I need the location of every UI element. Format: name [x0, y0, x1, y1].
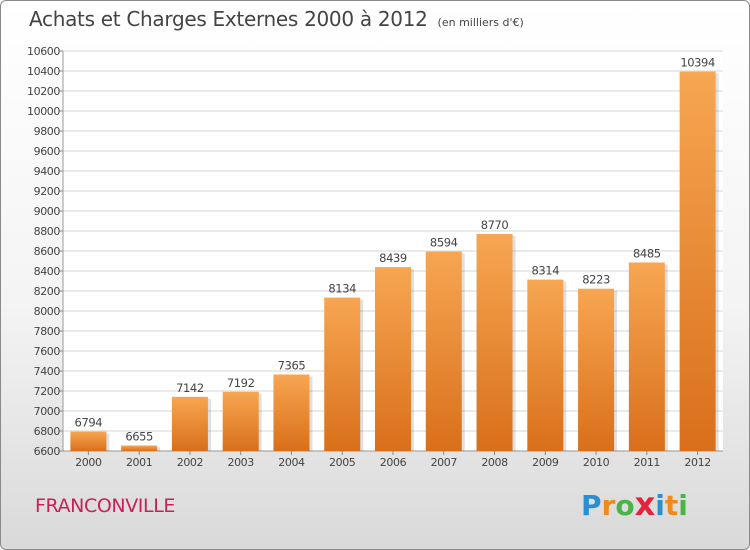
data-label-2006: 8439 — [379, 251, 407, 265]
logo-letter: i — [655, 489, 665, 522]
x-tick-label-2009: 2009 — [532, 456, 559, 469]
y-tick-label: 9400 — [34, 165, 61, 178]
y-tick-label: 8800 — [34, 225, 61, 238]
y-tick-label: 7200 — [34, 385, 61, 398]
y-tick-label: 7800 — [34, 325, 61, 338]
bar-2003 — [222, 391, 259, 451]
data-label-2001: 6655 — [125, 430, 153, 444]
x-tick-label-2004: 2004 — [278, 456, 305, 469]
data-label-2000: 6794 — [75, 416, 103, 430]
y-tick-label: 6600 — [34, 445, 61, 458]
y-tick-label: 6800 — [34, 425, 61, 438]
y-tick-label: 9200 — [34, 185, 61, 198]
bar-2004 — [273, 374, 310, 451]
bar-2002 — [171, 396, 208, 451]
y-tick-label: 10600 — [27, 45, 60, 58]
x-tick-label-2005: 2005 — [329, 456, 356, 469]
y-tick-label: 9800 — [34, 125, 61, 138]
x-tick-label-2001: 2001 — [126, 456, 152, 469]
data-label-2012: 10394 — [680, 56, 715, 70]
x-tick-label-2000: 2000 — [75, 456, 102, 469]
bar-2007 — [425, 251, 462, 451]
x-tick-label-2007: 2007 — [431, 456, 458, 469]
data-label-2009: 8314 — [531, 264, 559, 278]
x-tick-label-2011: 2011 — [634, 456, 660, 469]
y-tick-label: 8000 — [34, 305, 61, 318]
data-label-2004: 7365 — [278, 359, 306, 373]
chart-title-block: Achats et Charges Externes 2000 à 2012 (e… — [29, 7, 524, 31]
y-tick-label: 8200 — [34, 285, 61, 298]
y-tick-label: 9600 — [34, 145, 61, 158]
logo-letter: i — [678, 489, 688, 522]
x-tick-label-2008: 2008 — [481, 456, 508, 469]
bar-2008 — [476, 234, 513, 451]
bar-2011 — [628, 262, 665, 451]
chart-title: Achats et Charges Externes 2000 à 2012 — [29, 7, 428, 31]
y-tick-label: 7000 — [34, 405, 61, 418]
y-tick-label: 7600 — [34, 345, 61, 358]
data-label-2007: 8594 — [430, 236, 458, 250]
y-tick-label: 8600 — [34, 245, 61, 258]
data-label-2002: 7142 — [176, 381, 204, 395]
bar-2001 — [121, 445, 158, 451]
logo-letter: r — [601, 489, 616, 522]
data-label-2008: 8770 — [481, 218, 509, 232]
bar-2012 — [679, 71, 716, 451]
y-tick-label: 8400 — [34, 265, 61, 278]
y-tick-label: 7400 — [34, 365, 61, 378]
data-label-2010: 8223 — [582, 273, 610, 287]
x-tick-label-2012: 2012 — [684, 456, 710, 469]
logo-letter: x — [634, 485, 656, 523]
data-label-2011: 8485 — [633, 247, 661, 261]
y-tick-label: 9000 — [34, 205, 61, 218]
y-tick-label: 10000 — [27, 105, 60, 118]
y-tick-label: 10400 — [27, 65, 60, 78]
x-tick-label-2002: 2002 — [177, 456, 203, 469]
logo-letter: t — [664, 489, 679, 522]
logo-letter: o — [615, 489, 635, 522]
y-tick-label: 10200 — [27, 85, 60, 98]
proxiti-logo: Proxiti — [581, 485, 688, 523]
chart-subtitle: (en milliers d'€) — [437, 16, 524, 29]
logo-letter: P — [581, 489, 602, 522]
data-label-2003: 7192 — [227, 376, 255, 390]
x-tick-label-2003: 2003 — [227, 456, 254, 469]
data-label-2005: 8134 — [328, 282, 356, 296]
bar-2009 — [527, 279, 564, 451]
bar-2006 — [375, 267, 411, 451]
city-name: FRANCONVILLE — [35, 495, 175, 517]
bar-2005 — [324, 297, 361, 451]
bar-2000 — [70, 431, 107, 451]
x-tick-label-2006: 2006 — [380, 456, 407, 469]
x-tick-label-2010: 2010 — [583, 456, 610, 469]
bar-2010 — [578, 288, 615, 451]
